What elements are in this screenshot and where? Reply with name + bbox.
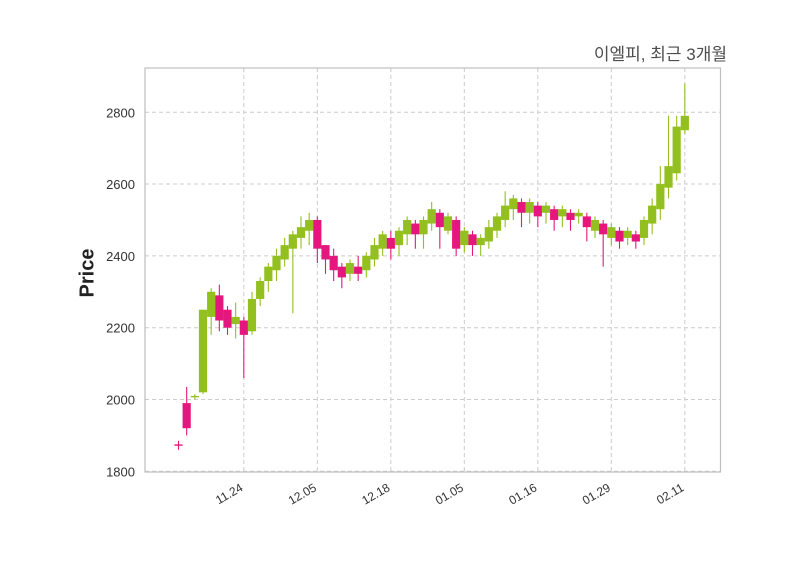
- svg-text:02.11: 02.11: [654, 480, 687, 507]
- svg-text:01.16: 01.16: [506, 480, 539, 507]
- svg-text:2200: 2200: [106, 321, 135, 336]
- svg-text:12.18: 12.18: [359, 480, 392, 507]
- svg-text:11.24: 11.24: [213, 480, 246, 507]
- svg-text:2800: 2800: [106, 105, 135, 120]
- svg-text:2600: 2600: [106, 177, 135, 192]
- svg-text:01.29: 01.29: [580, 480, 613, 507]
- svg-text:12.05: 12.05: [286, 480, 319, 507]
- svg-text:01.05: 01.05: [433, 480, 466, 507]
- svg-text:2400: 2400: [106, 249, 135, 264]
- svg-text:1800: 1800: [106, 464, 135, 479]
- svg-text:2000: 2000: [106, 393, 135, 408]
